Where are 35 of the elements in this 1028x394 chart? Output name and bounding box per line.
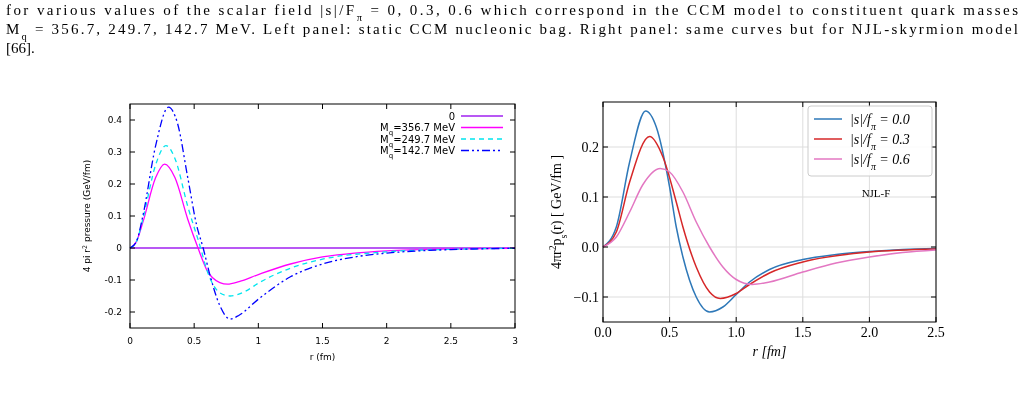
- x-tick-label: 2.5: [927, 325, 945, 340]
- y-tick-label: 0.3: [107, 147, 122, 157]
- y-tick-label: −0.1: [573, 290, 599, 305]
- y-tick-label: -0.2: [104, 307, 122, 317]
- annotation: NJL-F: [861, 187, 891, 199]
- x-axis-title: r (fm): [309, 352, 336, 362]
- line-series: [602, 167, 937, 286]
- x-tick-label: 2.0: [860, 325, 879, 340]
- x-tick-label: 0: [127, 336, 134, 346]
- y-tick-label: 0.4: [107, 115, 123, 125]
- x-tick-label: 2: [383, 336, 390, 346]
- text: for various values of the scalar field |s|/F$_{π}$ = 0, 0.3, 0.6 which correspond in the CCM model to constituent quark masses: [6, 2, 1019, 23]
- y-tick-label: 0.2: [581, 140, 599, 155]
- legend-label: |s|/f$_{π}$ = 0.3: [850, 132, 910, 152]
- legend-label: |s|/f$_{π}$ = 0.6: [850, 152, 910, 172]
- legend-label: |s|/f$_{π}$ = 0.0: [850, 112, 910, 132]
- text: [66].: [6, 40, 35, 56]
- x-axis-title: r [fm]: [752, 344, 787, 359]
- x-tick-label: 1.5: [794, 325, 812, 340]
- x-tick-label: 0.0: [594, 325, 612, 340]
- y-tick-label: 0.2: [107, 179, 122, 189]
- x-tick-label: 0.5: [187, 336, 202, 346]
- legend-label: 0: [448, 110, 455, 122]
- x-tick-label: 1: [255, 336, 262, 346]
- x-tick-label: 1.5: [315, 336, 330, 346]
- x-tick-label: 2.5: [443, 336, 458, 346]
- y-tick-label: 0.0: [581, 240, 599, 255]
- x-tick-label: 1.0: [727, 325, 745, 340]
- x-tick-label: 3: [512, 336, 518, 346]
- y-tick-label: 0.1: [107, 211, 122, 221]
- text: M$_{q}$ = 356.7, 249.7, 142.7 MeV. Left panel: static CCM nucleonic bag. Right panel: same curves but for NJL-skyrmion model: [6, 21, 1018, 42]
- y-tick-label: -0.1: [104, 275, 122, 285]
- y-tick-label: 0.1: [581, 190, 599, 205]
- y-tick-label: 0: [116, 243, 123, 253]
- x-tick-label: 0.5: [660, 325, 679, 340]
